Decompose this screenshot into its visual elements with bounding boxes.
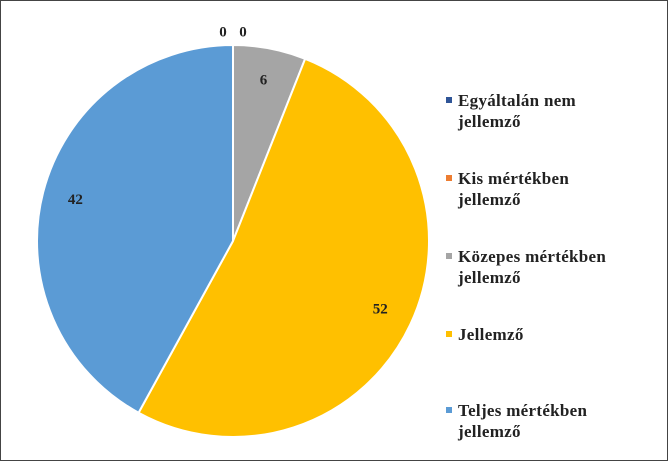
pie-slice: [36, 43, 234, 415]
legend-entry: Egyáltalán nem jellemző: [446, 90, 636, 132]
legend-label: Kis mértékben jellemző: [458, 169, 570, 209]
legend-entry: Közepes mértékben jellemző: [446, 246, 636, 288]
data-label: 0: [239, 24, 247, 40]
legend-entry: Teljes mértékben jellemző: [446, 400, 636, 442]
pie-slice: [137, 57, 430, 438]
legend-label: Közepes mértékben jellemző: [458, 247, 607, 287]
data-label: 0: [219, 24, 227, 40]
data-label: 52: [373, 302, 388, 318]
legend-swatch: [446, 175, 452, 181]
legend-label: Jellemző: [458, 325, 524, 344]
legend-swatch: [446, 407, 452, 413]
legend-swatch: [446, 331, 452, 337]
legend-label: Egyáltalán nem jellemző: [458, 91, 577, 131]
legend-swatch: [446, 97, 452, 103]
data-label: 6: [260, 73, 268, 89]
data-label: 42: [68, 192, 83, 208]
legend-label: Teljes mértékben jellemző: [458, 401, 588, 441]
legend-swatch: [446, 253, 452, 259]
legend-entry: Jellemző: [446, 324, 636, 345]
legend-entry: Kis mértékben jellemző: [446, 168, 636, 210]
